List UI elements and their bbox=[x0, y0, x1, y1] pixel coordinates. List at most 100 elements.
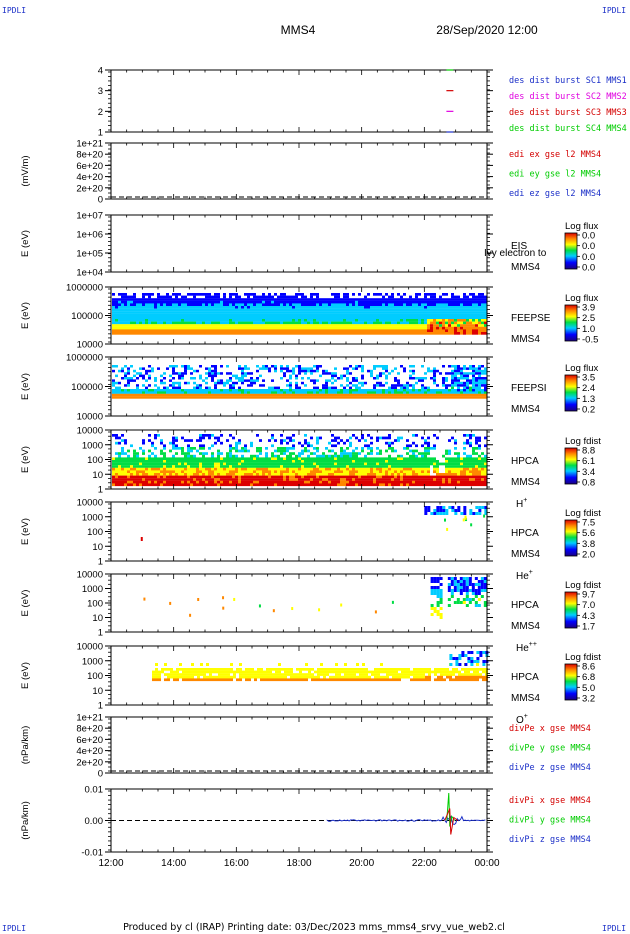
spectrogram-cell bbox=[127, 384, 130, 387]
spectrogram-cell bbox=[400, 298, 403, 301]
spectrogram-cell bbox=[400, 329, 403, 333]
spectrogram-cell bbox=[121, 295, 124, 299]
spectrogram-cell bbox=[274, 470, 277, 474]
spectrogram-cell bbox=[184, 319, 187, 322]
spectrogram-cell bbox=[193, 311, 196, 314]
spectrogram-cell bbox=[382, 389, 385, 392]
spectrogram-cell bbox=[274, 467, 277, 471]
spectrogram-cell bbox=[226, 480, 229, 484]
spectrogram-cell bbox=[400, 389, 403, 392]
spectrogram-cell bbox=[304, 319, 307, 322]
spectrogram-cell bbox=[271, 470, 274, 474]
spectrogram-cell bbox=[268, 439, 271, 442]
spectrogram-cell bbox=[475, 369, 478, 373]
spectrogram-cell bbox=[169, 295, 172, 299]
spectrogram-cell bbox=[454, 303, 457, 307]
spectrogram-cell bbox=[166, 475, 169, 479]
spectrogram-cell bbox=[253, 454, 256, 458]
spectrogram-cell bbox=[397, 460, 400, 463]
spectrogram-cell bbox=[193, 381, 196, 385]
spectrogram-cell bbox=[244, 311, 247, 314]
spectrogram-cell bbox=[433, 308, 436, 312]
spectrogram-cell bbox=[244, 324, 247, 327]
spectrogram-cell bbox=[163, 457, 166, 461]
spectrogram-cell bbox=[274, 465, 277, 468]
spectrogram-cell bbox=[139, 319, 142, 322]
spectrogram-cell bbox=[382, 295, 385, 299]
spectrogram-cell bbox=[352, 293, 355, 296]
spectrogram-cell bbox=[316, 396, 319, 399]
spectrogram-cell bbox=[391, 293, 394, 296]
spectrogram-cell bbox=[340, 298, 343, 301]
spectrogram-cell bbox=[223, 326, 226, 330]
spectrogram-cell bbox=[199, 293, 202, 296]
spectrogram-cell bbox=[163, 332, 166, 335]
spectrogram-cell bbox=[199, 470, 202, 474]
spectrogram-cell bbox=[442, 293, 445, 296]
spectrogram-cell bbox=[466, 367, 469, 370]
spectrogram-cell bbox=[118, 436, 121, 440]
spectrogram-cell bbox=[382, 480, 385, 484]
spectrogram-cell bbox=[223, 308, 226, 312]
spectrogram-cell bbox=[472, 316, 475, 320]
spectrogram-cell bbox=[142, 374, 145, 378]
spectrogram-cell bbox=[421, 465, 424, 468]
spectrogram-cell bbox=[160, 381, 163, 385]
spectrogram-cell bbox=[439, 308, 442, 312]
spectrogram-cell bbox=[142, 324, 145, 327]
spectrogram-cell bbox=[484, 389, 487, 392]
spectrogram-cell bbox=[364, 396, 367, 399]
spectrogram-cell bbox=[178, 293, 181, 296]
spectrogram-cell bbox=[367, 308, 370, 312]
spectrogram-cell bbox=[349, 298, 352, 301]
spectrogram-cell bbox=[466, 377, 469, 380]
spectrogram-cell bbox=[424, 457, 427, 461]
y-tick-label: 10000 bbox=[77, 412, 103, 423]
spectrogram-cell bbox=[388, 444, 391, 448]
spectrogram-cell bbox=[367, 475, 370, 479]
spectrogram-cell bbox=[256, 391, 259, 394]
spectrogram-cell bbox=[187, 365, 190, 368]
spectrogram-cell bbox=[229, 313, 232, 317]
spectrogram-cell bbox=[289, 300, 292, 304]
spectrogram-cell bbox=[409, 298, 412, 301]
spectrogram-cell bbox=[211, 389, 214, 392]
spectrogram-cell bbox=[244, 391, 247, 394]
spectrogram-cell bbox=[349, 303, 352, 307]
spectrogram-cell bbox=[382, 372, 385, 375]
spectrogram-cell bbox=[472, 393, 475, 397]
spectrogram-cell bbox=[199, 374, 202, 378]
spectrogram-cell bbox=[394, 483, 397, 487]
spectrogram-cell bbox=[403, 384, 406, 387]
spectrogram-cell bbox=[373, 316, 376, 320]
spectrogram-cell bbox=[268, 478, 271, 481]
spectrogram-cell bbox=[382, 300, 385, 304]
spectrogram-cell bbox=[415, 326, 418, 330]
spectrogram-cell bbox=[463, 396, 466, 399]
spectrogram-cell bbox=[313, 300, 316, 304]
spectrogram-cell bbox=[217, 393, 220, 397]
spectrogram-cell bbox=[160, 324, 163, 327]
spectrogram-cell bbox=[334, 332, 337, 335]
spectrogram-cell bbox=[385, 480, 388, 484]
spectrogram-cell bbox=[121, 293, 124, 296]
spectrogram-cell bbox=[427, 478, 430, 481]
spectrogram-cell bbox=[271, 475, 274, 479]
spectrogram-cell bbox=[409, 396, 412, 399]
spectrogram-cell bbox=[343, 311, 346, 314]
spectrogram-cell bbox=[211, 372, 214, 375]
spectrogram-cell bbox=[265, 462, 268, 466]
spectrogram-cell bbox=[262, 367, 265, 370]
spectrogram-cell bbox=[283, 396, 286, 399]
spectrogram-cell bbox=[397, 393, 400, 397]
spectrogram-cell bbox=[277, 329, 280, 333]
spectrogram-cell bbox=[472, 308, 475, 312]
spectrogram-cell bbox=[337, 462, 340, 466]
spectrogram-cell bbox=[433, 444, 436, 448]
spectrogram-cell bbox=[397, 478, 400, 481]
spectrogram-cell bbox=[391, 475, 394, 479]
spectrogram-cell bbox=[175, 306, 178, 309]
spectrogram-cell bbox=[352, 332, 355, 335]
spectrogram-cell bbox=[400, 436, 403, 440]
spectrogram-cell bbox=[301, 393, 304, 397]
